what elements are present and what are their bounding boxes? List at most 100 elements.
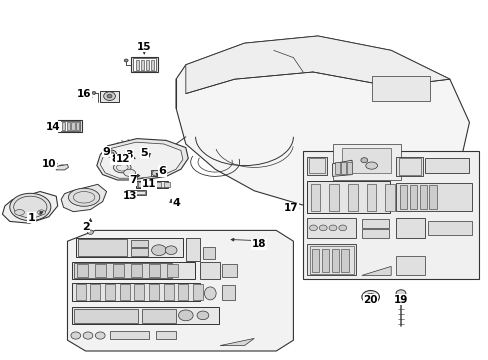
Bar <box>395 218 425 238</box>
Bar <box>105 284 115 300</box>
Bar <box>113 264 124 277</box>
Text: 11: 11 <box>142 179 156 189</box>
Polygon shape <box>61 184 106 212</box>
Bar <box>409 185 416 209</box>
Bar <box>66 122 70 130</box>
Ellipse shape <box>361 291 379 303</box>
Bar <box>425 158 468 173</box>
Ellipse shape <box>365 293 375 301</box>
Bar <box>342 148 390 173</box>
Text: 2: 2 <box>81 222 89 232</box>
Bar <box>149 284 159 300</box>
Bar <box>163 284 173 300</box>
Text: 13: 13 <box>122 191 137 201</box>
Bar <box>156 331 176 339</box>
Ellipse shape <box>83 332 93 339</box>
Ellipse shape <box>113 162 131 173</box>
Bar <box>309 246 353 274</box>
Bar <box>131 240 148 247</box>
Ellipse shape <box>395 290 405 297</box>
Ellipse shape <box>10 193 51 221</box>
Text: 20: 20 <box>363 294 377 305</box>
Bar <box>72 307 219 324</box>
Text: 6: 6 <box>158 166 166 176</box>
Bar <box>145 60 148 70</box>
Ellipse shape <box>204 287 216 300</box>
Ellipse shape <box>123 169 135 176</box>
Ellipse shape <box>95 332 105 339</box>
Polygon shape <box>133 178 143 184</box>
Bar <box>163 182 169 187</box>
Bar <box>222 264 237 277</box>
Ellipse shape <box>92 91 96 94</box>
Bar <box>131 248 148 256</box>
Ellipse shape <box>38 210 45 215</box>
Bar <box>341 162 346 174</box>
Bar <box>72 262 194 279</box>
Ellipse shape <box>151 245 166 256</box>
Ellipse shape <box>109 152 114 156</box>
Bar <box>419 185 426 209</box>
Bar <box>311 249 319 272</box>
Bar <box>74 309 138 323</box>
Bar <box>134 284 144 300</box>
Bar <box>385 184 394 211</box>
Bar <box>361 219 388 228</box>
Bar <box>138 182 144 187</box>
Bar <box>76 238 183 257</box>
Bar <box>136 60 139 70</box>
Ellipse shape <box>197 311 208 320</box>
Ellipse shape <box>338 225 346 231</box>
Bar <box>328 184 338 211</box>
Bar <box>142 309 176 323</box>
Text: 3: 3 <box>125 150 133 160</box>
Bar <box>346 162 351 174</box>
Bar <box>71 122 75 130</box>
Polygon shape <box>176 36 468 209</box>
Bar <box>310 184 320 211</box>
Bar <box>395 157 422 176</box>
Ellipse shape <box>309 225 317 231</box>
Ellipse shape <box>68 188 100 206</box>
Bar <box>146 182 152 187</box>
Bar <box>398 158 420 175</box>
Text: 16: 16 <box>77 89 91 99</box>
Polygon shape <box>97 139 188 180</box>
Bar <box>137 181 166 187</box>
Ellipse shape <box>103 92 115 100</box>
Ellipse shape <box>87 230 93 234</box>
Bar <box>133 58 156 71</box>
Bar <box>131 264 142 277</box>
Bar <box>306 181 389 213</box>
Ellipse shape <box>15 210 24 215</box>
Text: 12: 12 <box>116 154 130 164</box>
Bar <box>193 284 203 300</box>
Text: 4: 4 <box>172 198 180 208</box>
Ellipse shape <box>165 246 177 255</box>
Bar <box>136 181 167 188</box>
Bar <box>60 121 80 131</box>
Bar <box>150 60 153 70</box>
Ellipse shape <box>124 59 128 62</box>
Bar <box>178 284 188 300</box>
Bar <box>149 264 160 277</box>
Text: 19: 19 <box>393 294 407 305</box>
Text: 18: 18 <box>251 239 266 249</box>
Bar <box>100 91 119 102</box>
Polygon shape <box>361 266 390 275</box>
Bar <box>341 249 348 272</box>
Ellipse shape <box>152 170 160 176</box>
Ellipse shape <box>360 158 367 163</box>
Bar <box>167 264 178 277</box>
Bar <box>222 285 234 300</box>
Ellipse shape <box>319 225 326 231</box>
Ellipse shape <box>328 225 336 231</box>
Bar <box>306 244 355 275</box>
Bar <box>72 283 199 301</box>
Ellipse shape <box>178 310 193 321</box>
Bar <box>127 191 144 194</box>
Polygon shape <box>100 142 183 178</box>
Bar <box>395 256 425 275</box>
Text: 8: 8 <box>111 154 119 164</box>
Ellipse shape <box>107 94 112 98</box>
